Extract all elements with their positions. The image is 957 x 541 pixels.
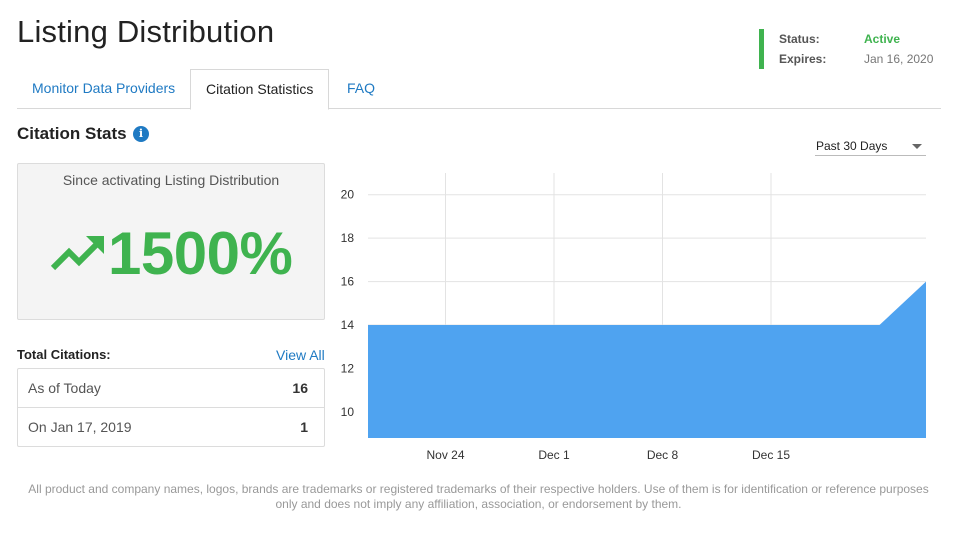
row-label: On Jan 17, 2019 [28, 419, 132, 435]
growth-stat-caption: Since activating Listing Distribution [62, 172, 280, 188]
total-citations-table: As of Today 16 On Jan 17, 2019 1 [17, 368, 325, 447]
tab-bar: Monitor Data Providers Citation Statisti… [17, 69, 941, 110]
tab-citation-statistics[interactable]: Citation Statistics [190, 69, 330, 110]
status-badge: Active [864, 32, 901, 46]
caret-down-icon [912, 144, 922, 149]
row-label: As of Today [28, 380, 101, 396]
trending-up-icon [50, 236, 104, 271]
total-citations-title: Total Citations: [17, 347, 111, 362]
x-tick-label: Dec 1 [538, 448, 570, 462]
tab-faq[interactable]: FAQ [347, 80, 376, 96]
y-tick-label: 20 [341, 188, 355, 202]
row-value: 16 [292, 380, 308, 396]
x-tick-label: Nov 24 [426, 448, 464, 462]
status-label: Status: [779, 32, 820, 46]
tab-monitor-data-providers[interactable]: Monitor Data Providers [32, 80, 176, 96]
date-range-select[interactable]: Past 30 Days [815, 136, 926, 156]
date-range-value: Past 30 Days [816, 139, 888, 153]
view-all-link[interactable]: View All [276, 347, 325, 363]
area-series [368, 281, 926, 438]
y-tick-label: 12 [341, 361, 355, 375]
status-panel: Status: Active Expires: Jan 16, 2020 [759, 29, 939, 69]
growth-stat-value: 1500% [108, 220, 293, 287]
y-tick-label: 16 [341, 275, 355, 289]
trademark-disclaimer: All product and company names, logos, br… [28, 482, 929, 511]
y-tick-label: 14 [341, 318, 355, 332]
row-value: 1 [300, 419, 308, 435]
y-tick-label: 10 [341, 405, 355, 419]
expires-date: Jan 16, 2020 [864, 52, 934, 66]
y-tick-label: 18 [341, 231, 355, 245]
citation-area-chart: 10 12 14 16 18 20 Nov 24 Dec 1 Dec 8 Dec 15 [341, 173, 926, 462]
expires-label: Expires: [779, 52, 827, 66]
x-tick-label: Dec 15 [752, 448, 790, 462]
table-row: As of Today 16 [18, 369, 324, 408]
section-title: Citation Stats [17, 124, 127, 143]
page-title: Listing Distribution [17, 14, 275, 49]
x-tick-label: Dec 8 [647, 448, 679, 462]
info-icon[interactable]: i [133, 126, 149, 142]
growth-stat-card: Since activating Listing Distribution 15… [17, 163, 325, 320]
table-row: On Jan 17, 2019 1 [18, 408, 324, 447]
